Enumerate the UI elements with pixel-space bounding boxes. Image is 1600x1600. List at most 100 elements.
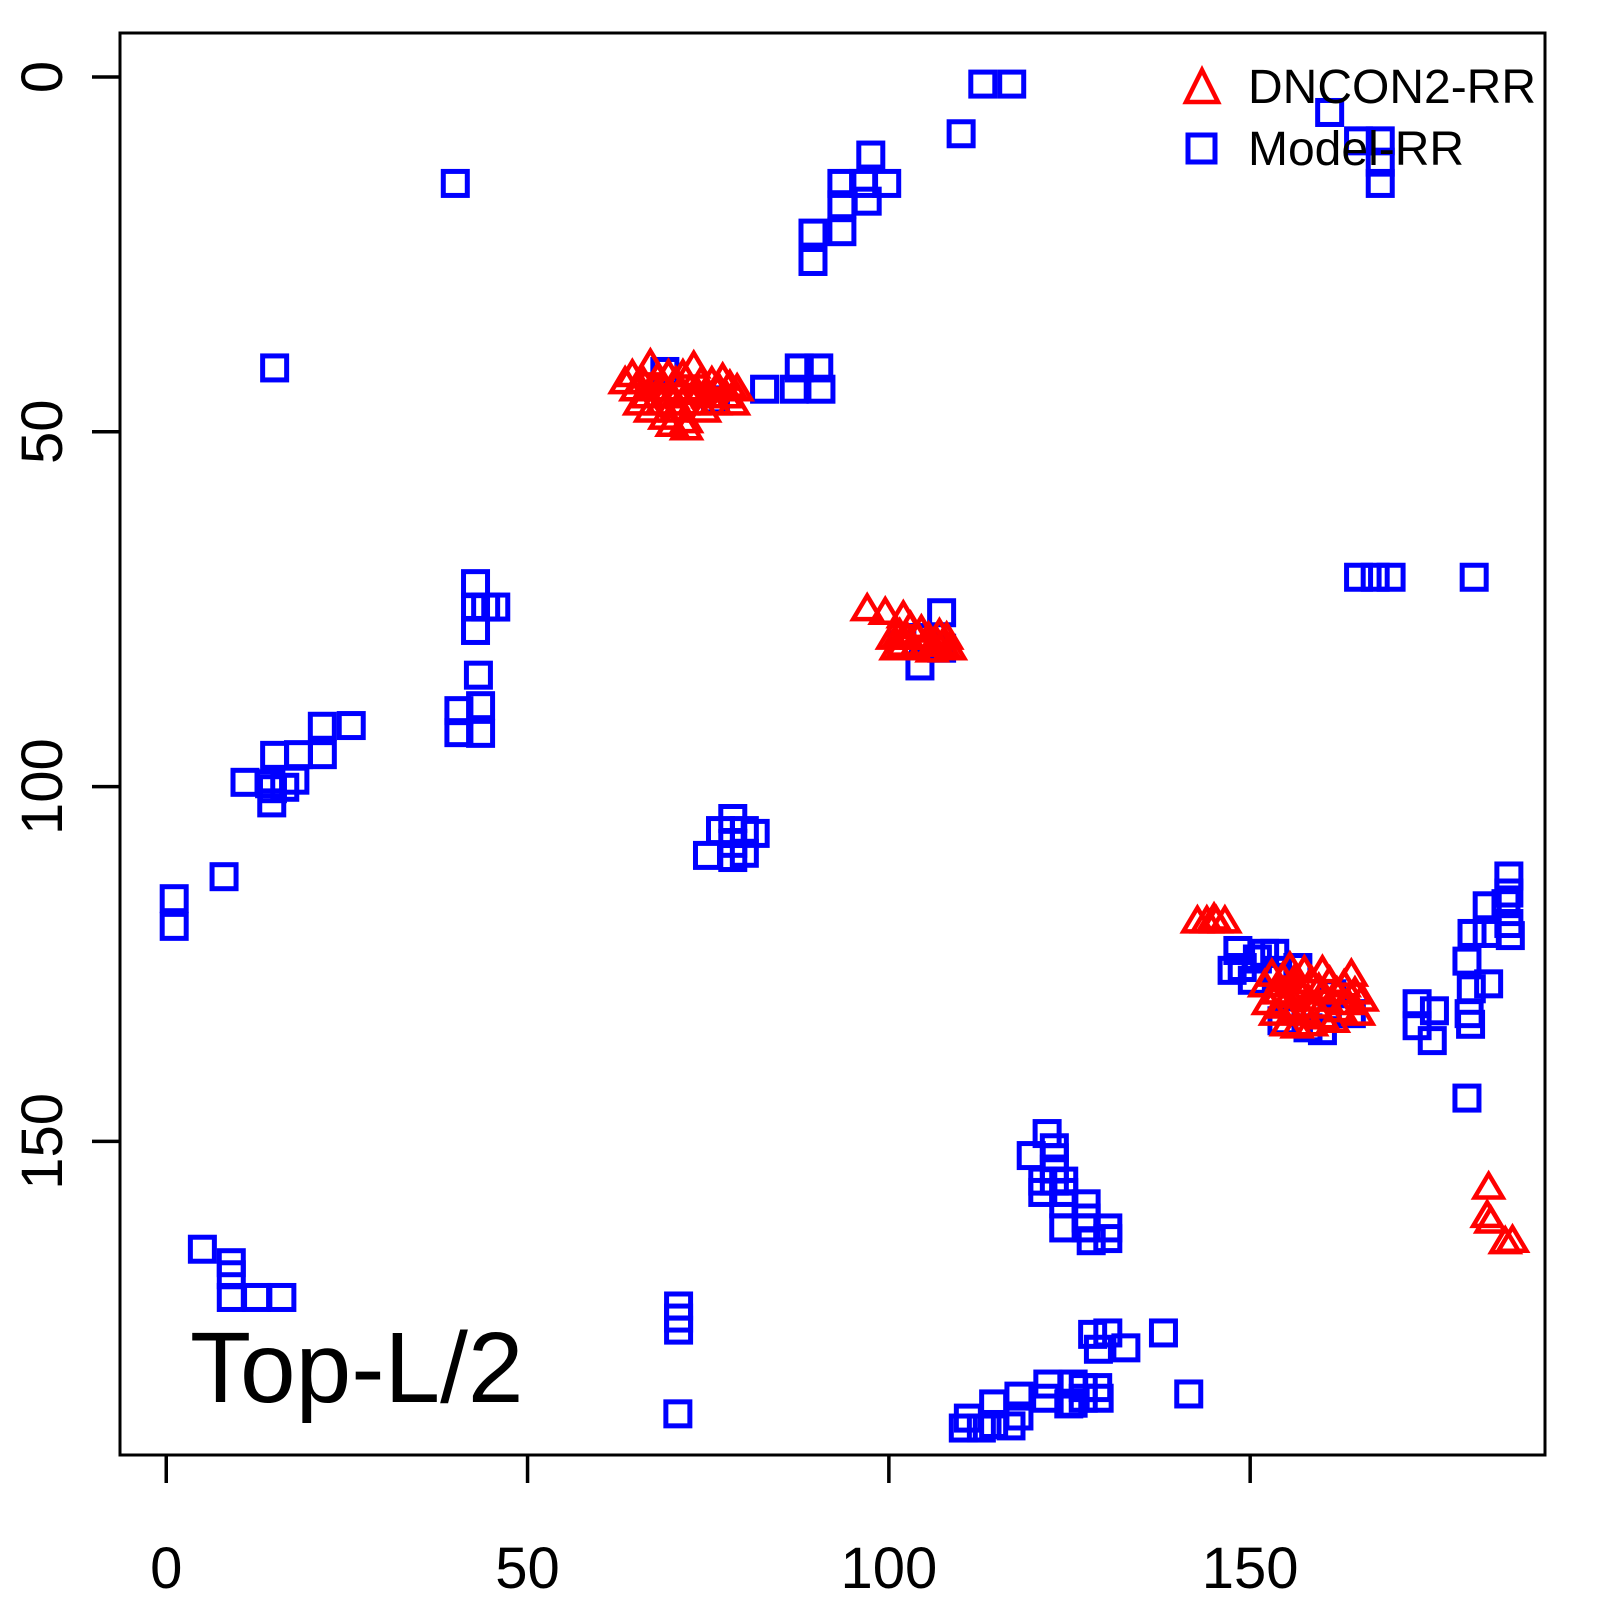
data-point-square xyxy=(1365,126,1395,156)
data-point-square xyxy=(159,911,189,941)
data-point-square xyxy=(267,1282,297,1312)
data-point-square xyxy=(1068,1383,1098,1413)
data-point-square xyxy=(466,718,496,748)
data-point-square xyxy=(1111,1333,1141,1363)
plot-frame xyxy=(118,31,1547,1457)
data-point-square xyxy=(1076,1226,1106,1256)
data-point-square xyxy=(798,218,828,248)
data-point-square xyxy=(307,711,337,741)
data-point-square xyxy=(1148,1318,1178,1348)
data-point-square xyxy=(804,353,834,383)
data-point-square xyxy=(1093,1224,1123,1254)
data-point-triangle xyxy=(1494,1222,1531,1253)
data-point-square xyxy=(852,186,882,216)
data-point-square xyxy=(1495,921,1525,951)
data-point-triangle xyxy=(881,616,918,647)
y-tick-label: 0 xyxy=(10,61,75,93)
data-point-square xyxy=(664,1315,694,1345)
data-point-square xyxy=(1083,1334,1113,1364)
data-point-square xyxy=(283,740,313,770)
data-point-square xyxy=(1419,996,1449,1026)
data-point-square xyxy=(946,119,976,149)
data-point-square xyxy=(209,862,239,892)
data-point-square xyxy=(798,246,828,276)
data-point-square xyxy=(692,840,722,870)
data-point-square xyxy=(806,374,836,404)
data-point-triangle xyxy=(1472,1203,1509,1234)
data-point-square xyxy=(1459,562,1489,592)
data-point-triangle xyxy=(867,594,904,625)
data-point-square xyxy=(1365,147,1395,177)
data-point-square xyxy=(1093,1318,1123,1348)
data-point-square xyxy=(1417,1026,1447,1056)
x-tick-label: 0 xyxy=(150,1536,182,1600)
data-point-triangle xyxy=(1308,981,1345,1012)
data-point-square xyxy=(461,569,491,599)
y-tick-label: 100 xyxy=(10,738,75,835)
data-point-square xyxy=(1456,1009,1486,1039)
data-point-square xyxy=(1365,168,1395,198)
annotation-top-l2: Top-L/2 xyxy=(190,1312,524,1424)
data-point-square xyxy=(1452,1083,1482,1113)
data-point-square xyxy=(750,374,780,404)
data-point-triangle xyxy=(1196,900,1232,931)
data-point-square xyxy=(968,69,998,99)
data-point-triangle xyxy=(668,410,705,441)
legend-label: Model-RR xyxy=(1248,122,1465,176)
data-point-square xyxy=(260,353,290,383)
data-point-triangle xyxy=(1206,903,1243,934)
y-tick-label: 150 xyxy=(10,1093,75,1190)
data-point-triangle xyxy=(1293,1006,1330,1037)
y-tick-label: 50 xyxy=(10,400,75,465)
data-point-square xyxy=(260,740,290,770)
data-point-triangle xyxy=(1340,995,1377,1026)
data-point-square xyxy=(1242,944,1272,974)
data-point-square xyxy=(187,1234,217,1264)
legend-item-dncon2: DNCON2-RR xyxy=(1178,56,1536,118)
data-point-triangle xyxy=(932,630,969,661)
x-tick-label: 50 xyxy=(495,1536,560,1600)
data-point-square xyxy=(872,168,902,198)
square-icon xyxy=(1185,132,1218,165)
data-point-square xyxy=(1315,97,1345,127)
data-point-square xyxy=(729,838,759,868)
data-point-square xyxy=(1174,1379,1204,1409)
data-point-square xyxy=(159,884,189,914)
data-point-square xyxy=(1360,562,1390,592)
data-point-square xyxy=(663,1399,693,1429)
data-point-square xyxy=(979,1409,1009,1439)
data-point-square xyxy=(1376,562,1406,592)
data-point-square xyxy=(481,592,511,622)
data-point-square xyxy=(463,660,493,690)
data-point-square xyxy=(1494,878,1524,908)
data-point-triangle xyxy=(719,371,756,402)
data-point-square xyxy=(230,767,260,797)
data-point-triangle xyxy=(697,385,734,416)
data-point-triangle xyxy=(910,619,947,650)
data-point-square xyxy=(1474,969,1504,999)
data-point-square xyxy=(784,353,814,383)
data-point-square xyxy=(1078,1319,1108,1349)
data-point-square xyxy=(856,140,886,170)
data-point-square xyxy=(461,615,491,645)
data-point-triangle xyxy=(928,619,965,650)
data-point-square xyxy=(948,1413,978,1443)
data-point-triangle xyxy=(1344,981,1381,1012)
data-point-square xyxy=(1223,935,1253,965)
x-tick-label: 100 xyxy=(840,1536,937,1600)
data-point-square xyxy=(1494,861,1524,891)
data-point-square xyxy=(997,69,1027,99)
data-point-triangle xyxy=(849,591,886,622)
data-point-square xyxy=(242,1282,272,1312)
data-point-square xyxy=(307,740,337,770)
data-point-triangle xyxy=(1470,1169,1507,1200)
data-point-square xyxy=(1452,946,1482,976)
data-point-square xyxy=(257,788,287,818)
data-point-square xyxy=(1457,918,1487,948)
data-point-square xyxy=(336,711,366,741)
data-point-triangle xyxy=(715,385,752,416)
data-point-triangle xyxy=(921,616,958,647)
data-point-square xyxy=(1084,1383,1114,1413)
